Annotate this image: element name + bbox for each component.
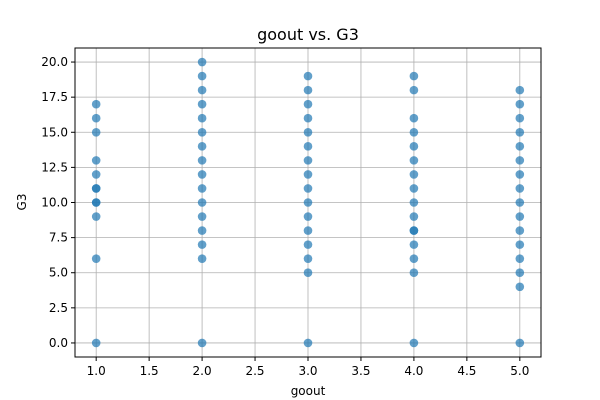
scatter-point xyxy=(197,226,207,235)
scatter-point xyxy=(91,156,101,165)
scatter-point xyxy=(409,85,419,95)
y-axis-label: G3 xyxy=(15,194,29,211)
scatter-point xyxy=(197,338,207,348)
scatter-point xyxy=(409,268,419,278)
chart-title: goout vs. G3 xyxy=(257,25,359,44)
scatter-point xyxy=(91,198,101,207)
scatter-point xyxy=(303,254,313,263)
scatter-point xyxy=(197,170,207,179)
scatter-point xyxy=(303,156,313,165)
scatter-point xyxy=(91,113,101,123)
scatter-point xyxy=(303,240,313,249)
scatter-point xyxy=(197,254,207,263)
scatter-point xyxy=(515,127,525,137)
scatter-point xyxy=(197,99,207,109)
scatter-point xyxy=(303,268,313,278)
scatter-point xyxy=(515,184,525,193)
scatter-point xyxy=(303,226,313,235)
scatter-point xyxy=(91,99,101,109)
scatter-point xyxy=(409,184,419,193)
scatter-point xyxy=(197,127,207,137)
scatter-point xyxy=(409,198,419,207)
scatter-point xyxy=(303,71,313,81)
x-tick-label: 1.5 xyxy=(140,364,159,378)
scatter-point xyxy=(409,127,419,137)
scatter-point xyxy=(515,268,525,278)
scatter-point xyxy=(197,57,207,67)
scatter-point xyxy=(303,170,313,179)
scatter-point xyxy=(197,212,207,221)
x-tick-label: 4.0 xyxy=(404,364,423,378)
y-axis-ticks: 0.0 2.5 5.0 7.5 10.0 12.5 15.0 17.5 20.0 xyxy=(41,55,75,350)
scatter-point xyxy=(303,338,313,348)
scatter-point xyxy=(197,142,207,151)
scatter-point xyxy=(303,142,313,151)
scatter-point xyxy=(91,212,101,221)
x-tick-label: 2.0 xyxy=(193,364,212,378)
x-tick-label: 3.5 xyxy=(351,364,370,378)
scatter-point xyxy=(409,170,419,179)
scatter-point xyxy=(409,254,419,263)
scatter-point xyxy=(409,113,419,123)
y-tick-label: 7.5 xyxy=(49,231,68,245)
scatter-point xyxy=(515,226,525,235)
scatter-point xyxy=(91,184,101,193)
scatter-point xyxy=(409,240,419,249)
scatter-point xyxy=(197,240,207,249)
scatter-point xyxy=(303,127,313,137)
x-axis-label: goout xyxy=(291,384,326,398)
scatter-point xyxy=(409,142,419,151)
y-tick-label: 20.0 xyxy=(41,55,68,69)
scatter-point xyxy=(515,254,525,263)
scatter-point xyxy=(515,240,525,249)
y-tick-label: 15.0 xyxy=(41,125,68,139)
scatter-point xyxy=(303,198,313,207)
scatter-point xyxy=(515,99,525,109)
scatter-point xyxy=(91,338,101,348)
data-points xyxy=(91,57,525,348)
scatter-point xyxy=(91,254,101,263)
scatter-point xyxy=(91,170,101,179)
y-tick-label: 10.0 xyxy=(41,196,68,210)
scatter-point xyxy=(515,113,525,123)
x-tick-label: 3.0 xyxy=(298,364,317,378)
scatter-point xyxy=(409,71,419,81)
y-tick-label: 2.5 xyxy=(49,301,68,315)
scatter-point xyxy=(515,212,525,221)
scatter-point xyxy=(303,99,313,109)
scatter-point xyxy=(409,338,419,348)
scatter-point xyxy=(409,156,419,165)
scatter-point xyxy=(91,127,101,137)
scatter-point xyxy=(409,212,419,221)
scatter-point xyxy=(515,85,525,95)
scatter-point xyxy=(197,71,207,81)
scatter-point xyxy=(515,170,525,179)
scatter-point xyxy=(303,85,313,95)
scatter-point xyxy=(515,282,525,292)
x-tick-label: 4.5 xyxy=(457,364,476,378)
y-tick-label: 5.0 xyxy=(49,266,68,280)
scatter-point xyxy=(197,113,207,123)
scatter-point xyxy=(515,338,525,348)
scatter-point xyxy=(197,184,207,193)
scatter-point xyxy=(515,198,525,207)
x-tick-label: 1.0 xyxy=(87,364,106,378)
scatter-point xyxy=(515,156,525,165)
scatter-point xyxy=(303,184,313,193)
scatter-point xyxy=(409,226,419,235)
y-tick-label: 17.5 xyxy=(41,90,68,104)
x-axis-ticks: 1.0 1.5 2.0 2.5 3.0 3.5 4.0 4.5 5.0 xyxy=(87,357,529,378)
scatter-point xyxy=(197,198,207,207)
scatter-point xyxy=(303,212,313,221)
scatter-point xyxy=(515,142,525,151)
scatter-point xyxy=(197,156,207,165)
scatter-point xyxy=(303,113,313,123)
y-tick-label: 0.0 xyxy=(49,336,68,350)
scatter-point xyxy=(197,85,207,95)
x-tick-label: 5.0 xyxy=(510,364,529,378)
x-tick-label: 2.5 xyxy=(245,364,264,378)
y-tick-label: 12.5 xyxy=(41,160,68,174)
